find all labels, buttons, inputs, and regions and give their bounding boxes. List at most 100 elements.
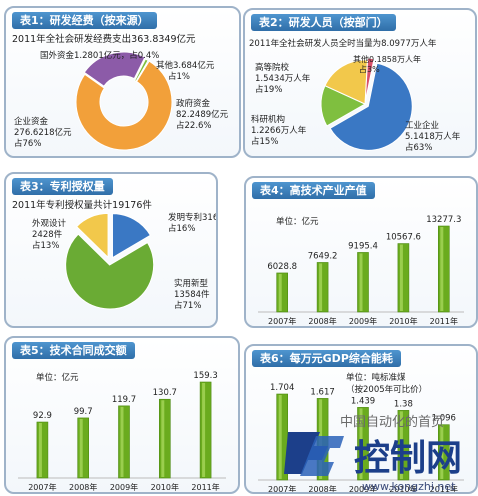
bar (159, 398, 171, 479)
slice-percent: 占16% (168, 223, 195, 234)
bar-highlight (399, 411, 403, 479)
slice-value: 其他0.1858万人年 (353, 54, 421, 64)
bar-value-label: 1.439 (351, 396, 375, 406)
slice-value: 276.6218亿元 (14, 127, 72, 138)
bar-highlight (440, 425, 444, 479)
panel-tab: 表6：每万元GDP综合能耗 (252, 350, 401, 367)
bar-value-label: 1.38 (394, 399, 413, 409)
pie-slice (75, 60, 173, 151)
logo-k-mark (284, 432, 328, 474)
unit-note: （按2005年可比价） (346, 384, 427, 395)
x-tick-label: 2011年 (430, 316, 458, 326)
bar (118, 405, 130, 479)
bar-value-label: 130.7 (153, 388, 177, 398)
x-tick-label: 2007年 (268, 484, 296, 492)
pie-slice (364, 57, 375, 103)
slice-percent: 占13% (32, 240, 59, 251)
unit-label: 单位：吨标准煤 (346, 372, 406, 383)
bar-value-label: 92.9 (33, 411, 52, 421)
slice-percent: 占3% (359, 64, 380, 74)
x-tick-label: 2008年 (69, 482, 97, 492)
bar-value-label: 159.3 (193, 371, 217, 381)
x-tick-label: 2010年 (389, 484, 417, 492)
chart-rd-personnel: 2011年全社会研发人员全时当量为8.0977万人年工业企业5.1418万人年占… (249, 38, 461, 153)
watermark-url: www.kongzhi.net (362, 480, 456, 493)
x-tick-label: 2008年 (308, 316, 336, 326)
x-tick-label: 2009年 (110, 482, 138, 492)
bar-value-label: 13277.3 (426, 215, 461, 225)
bar-highlight (359, 253, 363, 311)
bar (397, 243, 410, 313)
chart-title: 2011年全社会研发经费支出363.8349亿元 (12, 33, 196, 45)
pie-slice (135, 59, 150, 83)
slice-percent: 占19% (255, 84, 282, 95)
x-tick-label: 2011年 (430, 484, 458, 492)
bar-value-label: 119.7 (112, 395, 136, 405)
bar-value-label: 99.7 (74, 407, 93, 417)
panel-hightech-output: 表4：高技术产业产值 单位：亿元 6028.8 2007年 7649.2 2008年 91… (244, 176, 478, 328)
slice-value: 发明专利3164件 (168, 212, 216, 223)
chart-hightech-output: 单位：亿元 6028.8 2007年 7649.2 2008年 9195.4 2009年 10… (258, 215, 464, 326)
bar (316, 262, 329, 313)
bar-highlight (79, 418, 83, 477)
bar-highlight (161, 400, 165, 477)
unit-label: 单位：亿元 (276, 216, 319, 227)
pie-slice (65, 233, 155, 310)
pie-slice (75, 212, 109, 259)
bar-value-label: 10567.6 (386, 233, 421, 243)
x-tick-label: 2009年 (349, 484, 377, 492)
slice-label: 政府资金 (176, 98, 211, 109)
bar-value-label: 1.704 (270, 383, 294, 393)
panel-rd-personnel: 表2：研发人员（按部门） 2011年全社会研发人员全时当量为8.0977万人年工… (243, 8, 477, 158)
slice-percent: 占71% (174, 300, 201, 311)
slice-percent: 占76% (14, 138, 41, 149)
bar-highlight (440, 227, 444, 311)
slice-label: 企业资金 (14, 116, 49, 127)
panel-tab: 表2：研发人员（按部门） (251, 14, 396, 31)
chart-title: 2011年全社会研发人员全时当量为8.0977万人年 (249, 38, 437, 49)
panel-patents: 表3：专利授权量 2011年专利授权量共计19176件发明专利3164件占16%… (4, 172, 218, 328)
logo-z-mark (300, 436, 344, 476)
bar (199, 381, 212, 479)
bar-highlight (202, 383, 206, 477)
bar-highlight (319, 263, 323, 311)
chart-patents: 2011年专利授权量共计19176件发明专利3164件占16% 外观设计2428件… (12, 199, 216, 311)
bar (357, 252, 369, 313)
slice-value: 5.1418万人年 (405, 131, 461, 142)
slice-label: 高等院校 (255, 62, 290, 73)
bar (357, 407, 369, 481)
x-tick-label: 2010年 (151, 482, 179, 492)
watermark-site-text: 中国自动化的首页 (340, 414, 444, 430)
bar (276, 272, 289, 313)
slice-label: 外观设计 (32, 218, 67, 229)
x-tick-label: 2007年 (28, 482, 56, 492)
chart-title: 2011年专利授权量共计19176件 (12, 199, 152, 211)
slice-value: 2428件 (32, 229, 63, 240)
bar-value-label: 7649.2 (308, 251, 338, 261)
watermark-graphic: 中国自动化的首页 控制网 www.kongzhi.net (284, 414, 462, 493)
unit-label: 单位：亿元 (36, 372, 79, 383)
bar-highlight (38, 423, 42, 477)
chart-rd-funding: 2011年全社会研发经费支出363.8349亿元企业资金276.6218亿元占7… (12, 33, 229, 151)
bar (397, 410, 410, 481)
bar (77, 417, 89, 479)
bar-highlight (120, 406, 124, 477)
panel-rd-funding: 表1：研发经费（按来源） 2011年全社会研发经费支出363.8349亿元 企业资… (4, 6, 241, 158)
bar-highlight (359, 408, 363, 479)
x-tick-label: 2011年 (191, 482, 219, 492)
slice-value: 13584件 (174, 289, 210, 300)
bar (36, 421, 49, 479)
slice-value: 其他3.684亿元 (156, 60, 215, 71)
watermark-logo: 中国自动化的首页 控制网 www.kongzhi.net (270, 410, 478, 496)
slice-value: 1.5434万人年 (255, 73, 311, 84)
pie-slice (111, 213, 152, 259)
slice-label: 工业企业 (405, 120, 439, 131)
slice-percent: 占1% (168, 71, 190, 82)
x-tick-label: 2008年 (308, 484, 336, 492)
chart-tech-contracts: 单位：亿元 92.9 2007年 99.7 2008年 119.7 2009年 130.7 20… (18, 371, 226, 492)
pie-slice (83, 51, 146, 87)
bar-value-label: 1.617 (310, 387, 334, 397)
bar-highlight (278, 273, 282, 311)
slice-percent: 占63% (405, 142, 432, 153)
slice-percent: 占22.6% (176, 120, 212, 131)
